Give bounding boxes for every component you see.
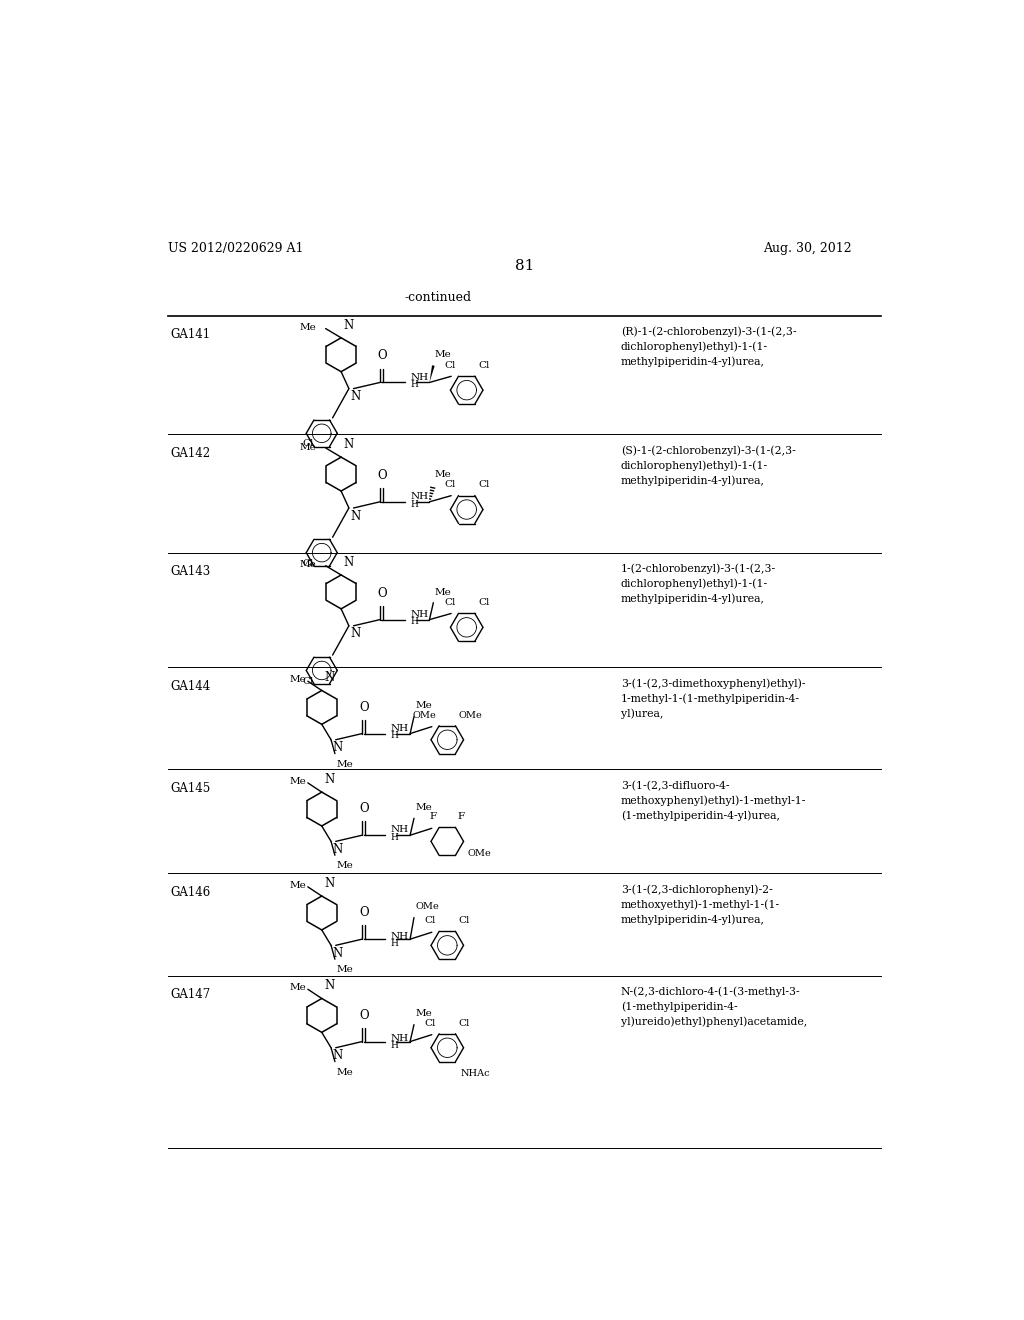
- Text: O: O: [359, 1008, 370, 1022]
- Text: GA147: GA147: [171, 989, 211, 1002]
- Text: NH: NH: [410, 492, 428, 500]
- Text: H: H: [391, 833, 398, 842]
- Text: NH: NH: [391, 825, 409, 834]
- Text: O: O: [378, 350, 387, 363]
- Text: NH: NH: [391, 723, 409, 733]
- Text: Me: Me: [300, 561, 316, 569]
- Text: 1-(2-chlorobenzyl)-3-(1-(2,3-
dichlorophenyl)ethyl)-1-(1-
methylpiperidin-4-yl)u: 1-(2-chlorobenzyl)-3-(1-(2,3- dichloroph…: [621, 564, 776, 603]
- Text: OMe: OMe: [413, 710, 436, 719]
- Text: Me: Me: [337, 760, 353, 768]
- Text: Cl: Cl: [478, 598, 489, 607]
- Text: Cl: Cl: [302, 677, 313, 685]
- Text: N-(2,3-dichloro-4-(1-(3-methyl-3-
(1-methylpiperidin-4-
yl)ureido)ethyl)phenyl)a: N-(2,3-dichloro-4-(1-(3-methyl-3- (1-met…: [621, 987, 807, 1027]
- Text: 3-(1-(2,3-dichlorophenyl)-2-
methoxyethyl)-1-methyl-1-(1-
methylpiperidin-4-yl)u: 3-(1-(2,3-dichlorophenyl)-2- methoxyethy…: [621, 884, 780, 925]
- Text: Me: Me: [300, 442, 316, 451]
- Text: Me: Me: [435, 350, 452, 359]
- Text: N: N: [324, 774, 334, 785]
- Text: H: H: [410, 500, 418, 508]
- Text: GA146: GA146: [171, 886, 211, 899]
- Text: Cl: Cl: [478, 360, 489, 370]
- Text: GA143: GA143: [171, 565, 211, 578]
- Text: N: N: [333, 1049, 343, 1063]
- Text: H: H: [391, 731, 398, 741]
- Text: Aug. 30, 2012: Aug. 30, 2012: [764, 242, 852, 255]
- Text: Cl: Cl: [444, 480, 456, 490]
- Text: N: N: [324, 876, 334, 890]
- Text: NH: NH: [391, 932, 409, 941]
- Text: N: N: [333, 742, 343, 754]
- Text: Cl: Cl: [302, 440, 313, 449]
- Text: N: N: [333, 946, 343, 960]
- Text: Me: Me: [337, 1068, 353, 1077]
- Text: N: N: [324, 672, 334, 684]
- Text: Me: Me: [300, 323, 316, 333]
- Text: OMe: OMe: [467, 849, 492, 858]
- Text: Me: Me: [290, 676, 306, 684]
- Text: Cl: Cl: [478, 480, 489, 490]
- Text: O: O: [378, 469, 387, 482]
- Text: Me: Me: [290, 777, 306, 785]
- Text: Me: Me: [416, 701, 432, 710]
- Text: US 2012/0220629 A1: US 2012/0220629 A1: [168, 242, 304, 255]
- Text: Cl: Cl: [302, 558, 313, 568]
- Text: OMe: OMe: [459, 710, 482, 719]
- Text: O: O: [359, 803, 370, 816]
- Text: N: N: [343, 318, 353, 331]
- Text: GA141: GA141: [171, 327, 211, 341]
- Text: NH: NH: [410, 372, 428, 381]
- Text: N: N: [324, 979, 334, 993]
- Text: N: N: [333, 843, 343, 855]
- Text: Cl: Cl: [444, 598, 456, 607]
- Text: Me: Me: [435, 587, 452, 597]
- Text: H: H: [410, 380, 418, 389]
- Text: O: O: [378, 586, 387, 599]
- Text: O: O: [359, 906, 370, 919]
- Text: Cl: Cl: [459, 1019, 470, 1027]
- Text: -continued: -continued: [404, 290, 472, 304]
- Text: Cl: Cl: [425, 1019, 436, 1027]
- Text: GA144: GA144: [171, 681, 211, 693]
- Text: (R)-1-(2-chlorobenzyl)-3-(1-(2,3-
dichlorophenyl)ethyl)-1-(1-
methylpiperidin-4-: (R)-1-(2-chlorobenzyl)-3-(1-(2,3- dichlo…: [621, 326, 797, 367]
- Text: NHAc: NHAc: [460, 1069, 489, 1078]
- Text: OMe: OMe: [416, 903, 439, 911]
- Text: Cl: Cl: [459, 916, 470, 925]
- Text: Me: Me: [337, 862, 353, 870]
- Text: (S)-1-(2-chlorobenzyl)-3-(1-(2,3-
dichlorophenyl)ethyl)-1-(1-
methylpiperidin-4-: (S)-1-(2-chlorobenzyl)-3-(1-(2,3- dichlo…: [621, 446, 796, 486]
- Text: NH: NH: [391, 1034, 409, 1043]
- Text: N: N: [343, 438, 353, 451]
- Text: GA142: GA142: [171, 447, 211, 461]
- Text: 3-(1-(2,3-difluoro-4-
methoxyphenyl)ethyl)-1-methyl-1-
(1-methylpiperidin-4-yl)u: 3-(1-(2,3-difluoro-4- methoxyphenyl)ethy…: [621, 780, 806, 821]
- Text: Cl: Cl: [444, 360, 456, 370]
- Text: Me: Me: [290, 880, 306, 890]
- Text: F: F: [458, 812, 465, 821]
- Text: H: H: [410, 618, 418, 627]
- Text: N: N: [350, 510, 360, 523]
- Text: 81: 81: [515, 259, 535, 272]
- Text: Me: Me: [416, 1010, 432, 1019]
- Text: H: H: [391, 1041, 398, 1049]
- Text: Me: Me: [416, 803, 432, 812]
- Text: Me: Me: [435, 470, 452, 479]
- Text: H: H: [391, 939, 398, 948]
- Text: N: N: [350, 627, 360, 640]
- Text: N: N: [350, 391, 360, 403]
- Text: F: F: [430, 812, 437, 821]
- Text: Me: Me: [290, 983, 306, 993]
- Text: GA145: GA145: [171, 781, 211, 795]
- Polygon shape: [429, 366, 434, 383]
- Text: NH: NH: [410, 610, 428, 619]
- Text: 3-(1-(2,3-dimethoxyphenyl)ethyl)-
1-methyl-1-(1-methylpiperidin-4-
yl)urea,: 3-(1-(2,3-dimethoxyphenyl)ethyl)- 1-meth…: [621, 678, 806, 719]
- Text: N: N: [343, 556, 353, 569]
- Text: Cl: Cl: [425, 916, 436, 925]
- Text: O: O: [359, 701, 370, 714]
- Text: Me: Me: [337, 965, 353, 974]
